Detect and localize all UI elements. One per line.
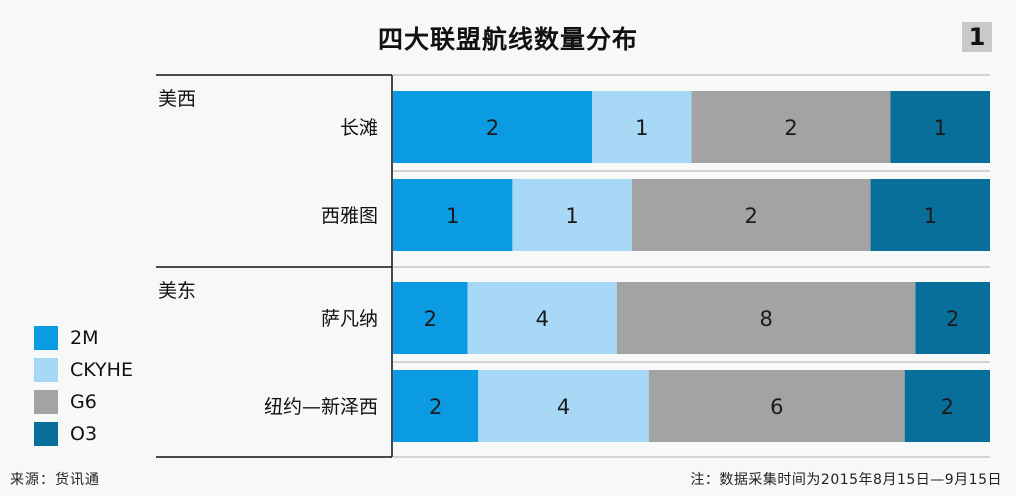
data-label: 1	[635, 116, 648, 140]
data-label: 2	[745, 204, 758, 228]
bar-segment	[890, 91, 990, 163]
data-label: 1	[934, 116, 947, 140]
bars: 2 1 2 1 1 1 2 1 2 4 8 2 2 4 6 2	[393, 91, 990, 442]
bar-segment	[592, 91, 692, 163]
category-label: 萨凡纳	[321, 308, 378, 330]
bar-segment	[512, 179, 632, 251]
data-label: 4	[557, 395, 570, 419]
bar-segment	[648, 370, 905, 442]
legend-swatch	[34, 358, 58, 382]
category-frame	[156, 74, 393, 458]
data-label: 6	[770, 395, 783, 419]
bar-segment	[478, 370, 649, 442]
chart-title: 四大联盟航线数量分布	[377, 25, 638, 54]
category-label: 长滩	[340, 117, 378, 139]
legend-label: CKYHE	[70, 359, 133, 381]
bar-segment	[467, 282, 617, 354]
legend: 2M CKYHE G6 O3	[34, 326, 133, 454]
data-label: 8	[759, 307, 772, 331]
legend-item: G6	[34, 390, 133, 414]
data-label: 2	[941, 395, 954, 419]
bar-segment	[915, 282, 990, 354]
bar-segment	[904, 370, 990, 442]
legend-item: CKYHE	[34, 358, 133, 382]
bar-segment	[631, 179, 871, 251]
data-label: 4	[536, 307, 549, 331]
category-label: 纽约—新泽西	[264, 396, 378, 418]
legend-swatch	[34, 390, 58, 414]
legend-label: 2M	[70, 327, 99, 349]
group-label: 美西	[158, 88, 196, 110]
data-label: 2	[424, 307, 437, 331]
bar-segment	[393, 282, 468, 354]
data-label: 2	[429, 395, 442, 419]
bar-segment	[691, 91, 891, 163]
category-label: 西雅图	[321, 205, 378, 227]
data-label: 1	[565, 204, 578, 228]
legend-label: O3	[70, 423, 98, 445]
data-label: 2	[946, 307, 959, 331]
legend-swatch	[34, 326, 58, 350]
data-label: 1	[924, 204, 937, 228]
data-label: 2	[486, 116, 499, 140]
legend-item: 2M	[34, 326, 133, 350]
legend-swatch	[34, 422, 58, 446]
bar-segment	[393, 179, 513, 251]
source-note: 来源：货讯通	[10, 472, 100, 488]
legend-label: G6	[70, 391, 97, 413]
legend-item: O3	[34, 422, 133, 446]
data-label: 1	[446, 204, 459, 228]
date-note: 注：数据采集时间为2015年8月15日—9月15日	[690, 472, 1002, 488]
bar-segment	[616, 282, 916, 354]
group-label: 美东	[158, 280, 196, 302]
data-label: 2	[784, 116, 797, 140]
bar-segment	[393, 370, 479, 442]
gridlines	[393, 74, 990, 458]
page-number-badge: 1	[962, 22, 992, 52]
bar-segment	[870, 179, 990, 251]
bar-segment	[393, 91, 592, 163]
